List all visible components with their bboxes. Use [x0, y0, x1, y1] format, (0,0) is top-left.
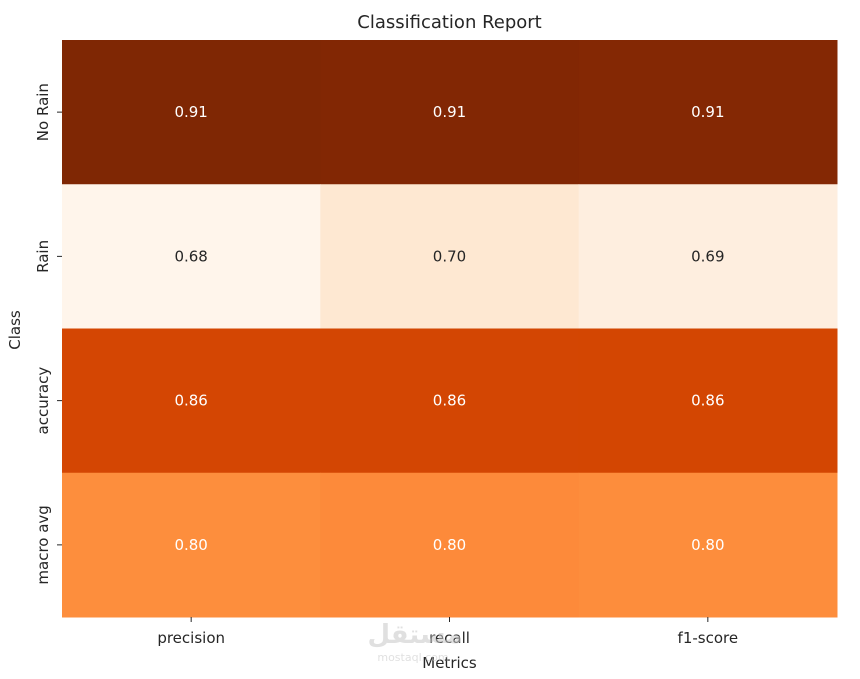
heatmap-cell-rain-f1-score: [578, 184, 838, 329]
cell-value-label: 0.80: [433, 536, 466, 554]
mostaql-watermark: مستقل mostaql.com: [367, 620, 462, 664]
y-axis-ticks: No Rain Rain accuracy macro avg: [34, 83, 62, 585]
x-axis-title: Metrics: [422, 654, 477, 672]
x-tick-label: recall: [429, 629, 470, 647]
y-tick-label: macro avg: [34, 505, 52, 584]
heatmap-cell-macro-avg-recall: [320, 472, 580, 618]
heatmap-cell-accuracy-recall: [320, 328, 580, 474]
heatmap-cell-accuracy-precision: [62, 328, 321, 474]
heatmap-cell-rain-recall: [320, 184, 580, 329]
cell-value-label: 0.80: [691, 536, 724, 554]
x-tick-label: precision: [157, 629, 225, 647]
y-tick-label: Rain: [34, 240, 52, 273]
cell-value-label: 0.91: [691, 103, 724, 121]
heatmap-cell-no-rain-f1-score: [578, 40, 838, 185]
y-tick-label: No Rain: [34, 83, 52, 141]
heatmap-cell-macro-avg-precision: [62, 472, 321, 618]
cell-value-label: 0.68: [174, 247, 207, 265]
cell-value-label: 0.70: [433, 247, 466, 265]
heatmap-cell-rain-precision: [62, 184, 321, 329]
heatmap-cells: 0.91 0.91 0.91 0.68 0.70 0.69 0.86 0.86 0.86 0.80…: [62, 40, 838, 618]
watermark-logo: مستقل: [367, 620, 462, 650]
y-axis-title: Class: [6, 310, 24, 350]
cell-value-label: 0.86: [174, 392, 207, 410]
cell-value-label: 0.86: [691, 392, 724, 410]
watermark-url: mostaql.com: [377, 651, 448, 664]
heatmap-cell-macro-avg-f1-score: [578, 472, 838, 618]
y-tick-label: accuracy: [34, 367, 52, 435]
chart-title: Classification Report: [357, 12, 542, 33]
heatmap-cell-no-rain-precision: [62, 40, 321, 185]
x-tick-label: f1-score: [678, 629, 739, 647]
cell-value-label: 0.69: [691, 247, 724, 265]
cell-value-label: 0.91: [433, 103, 466, 121]
cell-value-label: 0.91: [174, 103, 207, 121]
cell-value-label: 0.80: [174, 536, 207, 554]
heatmap-cell-accuracy-f1-score: [578, 328, 838, 474]
cell-value-label: 0.86: [433, 392, 466, 410]
x-axis-ticks: precision recall f1-score: [157, 617, 738, 647]
heatmap-cell-no-rain-recall: [320, 40, 580, 185]
